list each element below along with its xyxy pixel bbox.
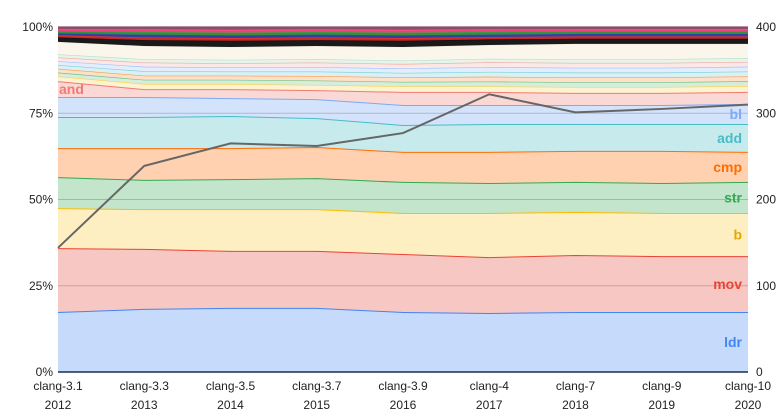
x-tick-label: clang-4 — [470, 379, 510, 393]
area-series-15 — [58, 41, 748, 61]
y-right-tick-label: 300 — [756, 106, 776, 120]
area-series-11 — [58, 64, 748, 78]
axes: 0% 25% 50% 75% 100% 0 100 200 300 400 clang-3.1 201… — [22, 20, 776, 412]
area-series-12 — [58, 61, 748, 73]
x-year-label: 2020 — [735, 398, 762, 412]
area-bl — [58, 97, 748, 125]
y-left-tick-label: 75% — [29, 106, 53, 120]
y-left-tick-label: 50% — [29, 193, 53, 207]
x-tick-label: clang-3.3 — [120, 379, 170, 393]
x-tick-label: clang-3.9 — [378, 379, 428, 393]
area-series-21 — [58, 27, 748, 30]
x-year-label: 2017 — [476, 398, 503, 412]
x-year-label: 2015 — [303, 398, 330, 412]
area-series-19 — [58, 31, 748, 36]
series-label-and: and — [59, 81, 84, 97]
x-tick-label: clang-3.5 — [206, 379, 256, 393]
area-series-9 — [58, 72, 748, 88]
area-series-13 — [58, 57, 748, 69]
area-and — [58, 81, 748, 105]
y-left-tick-label: 0% — [36, 365, 54, 379]
x-year-label: 2014 — [217, 398, 244, 412]
area-series-8 — [58, 76, 748, 93]
y-right-tick-label: 0 — [756, 365, 763, 379]
area-str — [58, 177, 748, 213]
series-label-str: str — [724, 189, 742, 205]
series-label-b: b — [733, 227, 742, 243]
y-left-tick-label: 25% — [29, 279, 53, 293]
gridlines — [58, 112, 748, 287]
area-mov — [58, 248, 748, 314]
x-tick-label: clang-10 — [725, 379, 771, 393]
series-label-bl: bl — [730, 106, 742, 122]
area-series-14 — [58, 54, 748, 64]
series-labels: ldr mov b str cmp add bl and — [59, 81, 743, 350]
area-series-10 — [58, 68, 748, 83]
x-year-label: 2018 — [562, 398, 589, 412]
x-tick-label: clang-7 — [556, 379, 596, 393]
count-line — [57, 93, 749, 249]
x-tick-label: clang-9 — [642, 379, 682, 393]
x-year-label: 2012 — [45, 398, 72, 412]
y-right-tick-label: 200 — [756, 193, 776, 207]
x-year-label: 2013 — [131, 398, 158, 412]
series-label-ldr: ldr — [724, 334, 742, 350]
x-tick-label: clang-3.7 — [292, 379, 342, 393]
series-label-cmp: cmp — [713, 159, 742, 175]
area-ldr — [58, 307, 748, 372]
series-label-mov: mov — [713, 276, 742, 292]
y-right-tick-label: 100 — [756, 279, 776, 293]
area-series-16 — [58, 37, 748, 48]
x-year-label: 2019 — [648, 398, 675, 412]
y-right-tick-label: 400 — [756, 20, 776, 34]
area-cmp — [58, 147, 748, 183]
y-left-tick-label: 100% — [22, 20, 53, 34]
x-tick-label: clang-3.1 — [33, 379, 83, 393]
count-line-path — [57, 93, 749, 249]
area-b — [58, 208, 748, 258]
x-year-label: 2016 — [390, 398, 417, 412]
series-label-add: add — [717, 130, 742, 146]
